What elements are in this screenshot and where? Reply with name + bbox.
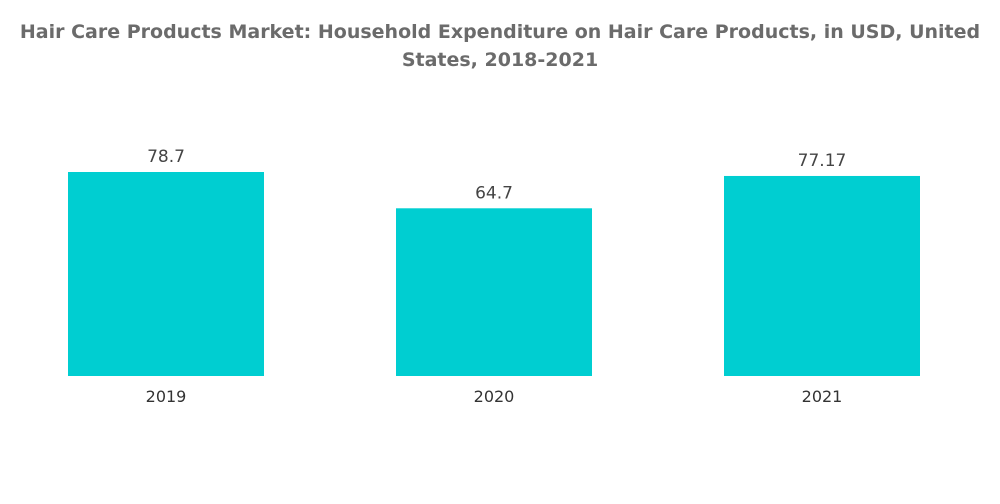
value-label-2021: 77.17 (798, 151, 847, 171)
x-tick-label-2021: 2021 (802, 387, 843, 406)
value-label-2020: 64.7 (475, 183, 513, 203)
chart-title: Hair Care Products Market: Household Exp… (19, 21, 981, 71)
bar-2021 (724, 175, 920, 376)
x-tick-label-2019: 2019 (146, 387, 187, 406)
bar-2020 (396, 208, 592, 376)
value-label-2019: 78.7 (147, 147, 185, 167)
bar-2019 (68, 172, 264, 376)
x-tick-label-2020: 2020 (474, 387, 515, 406)
